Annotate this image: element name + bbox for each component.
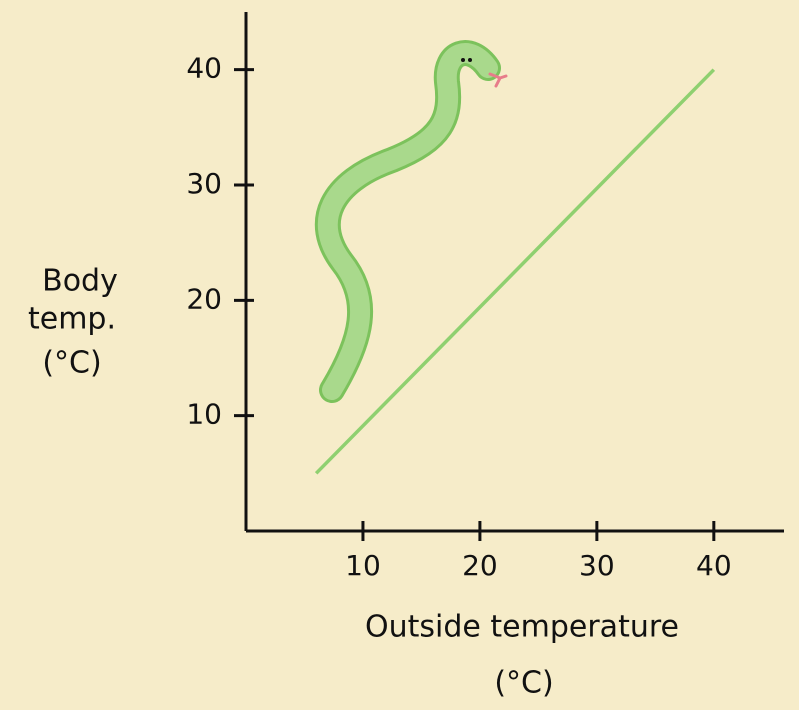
y-axis-label: Body [42, 264, 118, 299]
y-tick-label: 30 [186, 167, 222, 200]
y-tick-label: 40 [186, 52, 222, 85]
x-tick-label: 20 [462, 549, 498, 582]
x-tick-label: 30 [579, 549, 615, 582]
snake [314, 40, 508, 403]
y-axis-label: temp. [28, 302, 116, 337]
y-axis-label: (°C) [42, 346, 101, 381]
snake-body [317, 43, 498, 400]
x-axis-label: (°C) [494, 666, 553, 701]
x-tick-label: 10 [345, 549, 381, 582]
x-axis-label: Outside temperature [365, 610, 679, 645]
snake-eye [461, 58, 465, 62]
y-tick-label: 20 [186, 282, 222, 315]
snake-tongue [488, 72, 508, 88]
data-line [314, 68, 716, 475]
snake-eye [468, 58, 472, 62]
x-tick-label: 40 [696, 549, 732, 582]
y-tick-label: 10 [186, 398, 222, 431]
